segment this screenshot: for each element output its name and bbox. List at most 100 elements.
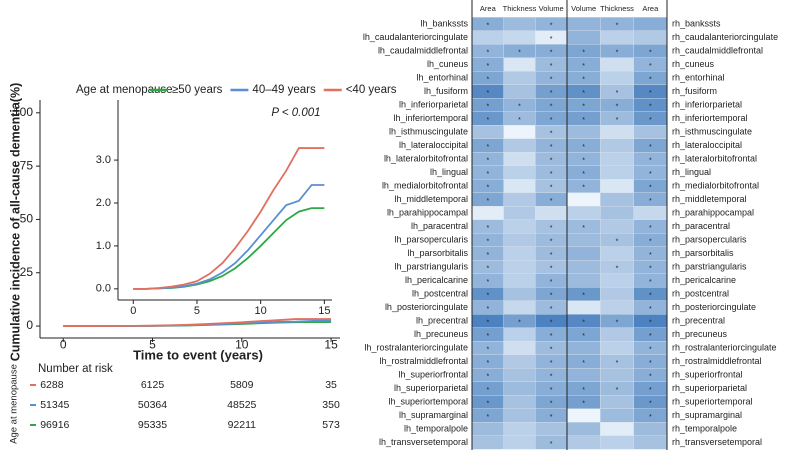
significance-mark: *: [582, 103, 585, 110]
legend-label: 40–49 years: [252, 84, 316, 96]
column-label: Volume: [571, 4, 596, 13]
heatmap-cell: [471, 206, 504, 220]
row-label-left: lh_inferiorparietal: [399, 99, 468, 109]
y-axis-label: Cumulative incidence of all-cause dement…: [8, 83, 22, 362]
significance-mark: *: [649, 387, 652, 394]
heatmap-cell: [566, 192, 601, 207]
heatmap-cell: [503, 300, 536, 315]
heatmap-cell: [503, 435, 536, 450]
row-label-right: rh_parsopercularis: [672, 234, 747, 244]
significance-mark: *: [649, 319, 652, 326]
row-label-right: rh_middletemporal: [672, 194, 747, 204]
significance-mark: *: [550, 400, 553, 407]
significance-mark: *: [616, 238, 619, 245]
y-tick-label: 100: [13, 105, 33, 119]
significance-mark: *: [550, 373, 553, 380]
row-label-left: lh_lingual: [430, 167, 468, 177]
significance-mark: *: [550, 22, 553, 29]
significance-mark: *: [582, 49, 585, 56]
heatmap-cell: [600, 152, 634, 166]
risk-count: 6288: [40, 379, 64, 391]
heatmap-cell: [566, 125, 601, 139]
heatmap-cell: [503, 341, 536, 355]
row-label-left: lh_isthmuscingulate: [389, 126, 468, 136]
inset-y-tick-label: 2.0: [96, 197, 111, 209]
row-label-left: lh_medialorbitofrontal: [382, 180, 468, 190]
significance-mark: *: [486, 387, 489, 394]
significance-mark: *: [550, 333, 553, 340]
heatmap-cell: [600, 179, 634, 193]
heatmap-cell: [600, 273, 634, 288]
significance-mark: *: [582, 76, 585, 83]
heatmap-cell: [503, 408, 536, 423]
row-label-left: lh_lateraloccipital: [399, 140, 468, 150]
heatmap-cell: [503, 192, 536, 207]
row-label-right: rh_posteriorcingulate: [672, 302, 756, 312]
significance-mark: *: [550, 76, 553, 83]
risk-count: 6125: [141, 379, 165, 391]
significance-mark: *: [616, 387, 619, 394]
row-label-right: rh_paracentral: [672, 221, 730, 231]
row-label-right: rh_medialorbitofrontal: [672, 180, 759, 190]
significance-mark: *: [486, 76, 489, 83]
significance-mark: *: [486, 306, 489, 313]
inset-curve: [133, 147, 325, 290]
x-tick-label: 5: [149, 337, 156, 351]
significance-mark: *: [582, 225, 585, 232]
significance-mark: *: [486, 117, 489, 124]
significance-mark: *: [616, 22, 619, 29]
row-label-right: rh_inferiorparietal: [672, 99, 742, 109]
significance-mark: *: [550, 171, 553, 178]
row-label-right: rh_temporalpole: [672, 423, 737, 433]
risk-count: 92211: [228, 419, 257, 431]
row-label-right: rh_rostralanteriorcingulate: [672, 342, 777, 352]
significance-mark: *: [550, 360, 553, 367]
significance-mark: *: [649, 265, 652, 272]
heatmap-cell: [566, 422, 601, 436]
significance-mark: *: [486, 346, 489, 353]
heatmap-cell: [535, 206, 568, 220]
significance-mark: *: [550, 103, 553, 110]
significance-mark: *: [550, 238, 553, 245]
inset-y-tick-label: 1.0: [96, 240, 111, 252]
inset-x-tick-label: 5: [194, 305, 200, 317]
significance-mark: *: [550, 49, 553, 56]
heatmap-cell: [566, 233, 601, 247]
row-label-right: rh_caudalmiddlefrontal: [672, 45, 763, 55]
significance-mark: *: [649, 306, 652, 313]
inset-x-tick-label: 0: [130, 305, 136, 317]
heatmap-cell: [503, 273, 536, 288]
significance-mark: *: [550, 90, 553, 97]
significance-mark: *: [582, 184, 585, 191]
heatmap-cell: [600, 327, 634, 342]
significance-mark: *: [550, 306, 553, 313]
row-label-left: lh_temporalpole: [404, 423, 468, 433]
significance-mark: *: [486, 103, 489, 110]
heatmap-cell: [600, 422, 634, 436]
significance-mark: *: [649, 225, 652, 232]
x-tick-label: 15: [324, 337, 338, 351]
heatmap-cell: [503, 368, 536, 382]
significance-mark: *: [486, 360, 489, 367]
x-axis-label: Time to event (years): [133, 347, 263, 362]
row-label-right: rh_superiorfrontal: [672, 369, 743, 379]
heatmap-cell: [600, 57, 634, 72]
inset-y-tick-label: 0.0: [96, 283, 111, 295]
significance-mark: *: [649, 373, 652, 380]
significance-mark: *: [518, 103, 521, 110]
heatmap-cell: [633, 435, 668, 450]
row-label-left: lh_fusiform: [424, 86, 468, 96]
row-label-right: rh_rostralmiddlefrontal: [672, 356, 762, 366]
heatmap-cell: [600, 287, 634, 301]
risk-count: 50364: [138, 399, 167, 411]
significance-mark: *: [649, 103, 652, 110]
row-label-right: rh_bankssts: [672, 18, 721, 28]
significance-mark: *: [550, 346, 553, 353]
risk-count: 573: [322, 419, 340, 431]
risk-count: 350: [322, 399, 340, 411]
significance-mark: *: [649, 279, 652, 286]
row-label-left: lh_superiorparietal: [394, 383, 468, 393]
significance-mark: *: [649, 252, 652, 259]
significance-mark: *: [616, 360, 619, 367]
